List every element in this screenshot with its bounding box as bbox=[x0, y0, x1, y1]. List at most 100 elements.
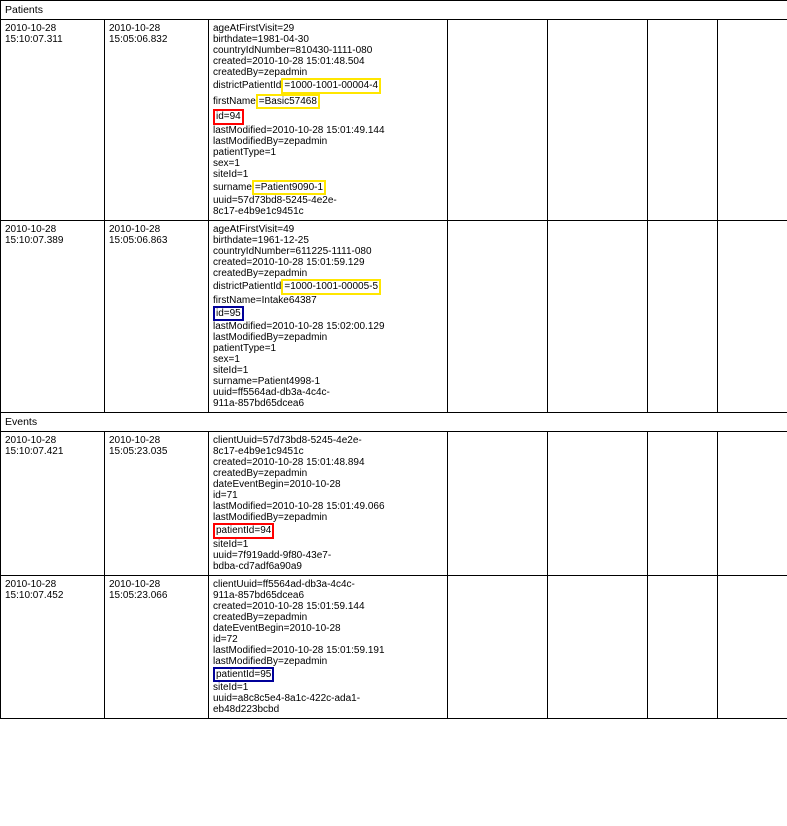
kv-line: lastModifiedBy=zepadmin bbox=[213, 656, 443, 667]
section-title-patients: Patients bbox=[1, 1, 787, 20]
empty-cell bbox=[718, 432, 787, 576]
section-title-events: Events bbox=[1, 413, 787, 432]
highlight-yellow: =Patient9090-1 bbox=[252, 180, 326, 196]
section-row-patients: Patients bbox=[1, 1, 787, 20]
kv-line: clientUuid=57d73bd8-5245-4e2e- bbox=[213, 435, 443, 446]
empty-cell bbox=[548, 575, 648, 719]
kv-line: bdba-cd7adf6a90a9 bbox=[213, 561, 443, 572]
kv-line: firstName=Intake64387 bbox=[213, 295, 443, 306]
empty-cell bbox=[718, 221, 787, 413]
empty-cell bbox=[548, 20, 648, 221]
kv-line: id=71 bbox=[213, 490, 443, 501]
kv-line: countryIdNumber=611225-1111-080 bbox=[213, 246, 443, 257]
kv-line: created=2010-10-28 15:01:59.129 bbox=[213, 257, 443, 268]
highlight-blue: patientId=95 bbox=[213, 667, 274, 683]
highlight-red: id=94 bbox=[213, 109, 244, 125]
kv-line: created=2010-10-28 15:01:48.894 bbox=[213, 457, 443, 468]
kv-line: lastModified=2010-10-28 15:02:00.129 bbox=[213, 321, 443, 332]
empty-cell bbox=[648, 221, 718, 413]
kv-line: lastModified=2010-10-28 15:01:49.066 bbox=[213, 501, 443, 512]
kv-line: lastModified=2010-10-28 15:01:59.191 bbox=[213, 645, 443, 656]
log-table: Patients 2010-10-28 15:10:07.311 2010-10… bbox=[0, 0, 787, 719]
detail-cell: ageAtFirstVisit=29 birthdate=1981-04-30 … bbox=[209, 20, 448, 221]
empty-cell bbox=[548, 221, 648, 413]
kv-line: districtPatientId=1000-1001-00005-5 bbox=[213, 279, 443, 295]
detail-cell: clientUuid=57d73bd8-5245-4e2e- 8c17-e4b9… bbox=[209, 432, 448, 576]
kv-line: patientId=94 bbox=[213, 523, 443, 539]
highlight-blue: id=95 bbox=[213, 306, 244, 322]
kv-line: patientType=1 bbox=[213, 147, 443, 158]
kv-line: 911a-857bd65dcea6 bbox=[213, 398, 443, 409]
table-row: 2010-10-28 15:10:07.421 2010-10-28 15:05… bbox=[1, 432, 787, 576]
empty-cell bbox=[448, 432, 548, 576]
kv-key: surname bbox=[213, 182, 252, 193]
kv-line: ageAtFirstVisit=29 bbox=[213, 23, 443, 34]
highlight-red: patientId=94 bbox=[213, 523, 274, 539]
kv-line: lastModified=2010-10-28 15:01:49.144 bbox=[213, 125, 443, 136]
kv-line: createdBy=zepadmin bbox=[213, 468, 443, 479]
kv-line: createdBy=zepadmin bbox=[213, 612, 443, 623]
kv-line: created=2010-10-28 15:01:59.144 bbox=[213, 601, 443, 612]
kv-line: districtPatientId=1000-1001-00004-4 bbox=[213, 78, 443, 94]
kv-line: dateEventBegin=2010-10-28 bbox=[213, 479, 443, 490]
kv-key: districtPatientId bbox=[213, 80, 281, 91]
empty-cell bbox=[718, 20, 787, 221]
kv-line: ageAtFirstVisit=49 bbox=[213, 224, 443, 235]
kv-line: id=94 bbox=[213, 109, 443, 125]
kv-line: clientUuid=ff5564ad-db3a-4c4c- bbox=[213, 579, 443, 590]
kv-line: siteId=1 bbox=[213, 539, 443, 550]
kv-line: dateEventBegin=2010-10-28 bbox=[213, 623, 443, 634]
kv-line: id=95 bbox=[213, 306, 443, 322]
kv-line: lastModifiedBy=zepadmin bbox=[213, 332, 443, 343]
detail-cell: ageAtFirstVisit=49 birthdate=1961-12-25 … bbox=[209, 221, 448, 413]
kv-key: firstName bbox=[213, 96, 256, 107]
kv-key: districtPatientId bbox=[213, 281, 281, 292]
kv-line: uuid=57d73bd8-5245-4e2e- bbox=[213, 195, 443, 206]
kv-line: surname=Patient9090-1 bbox=[213, 180, 443, 196]
kv-line: surname=Patient4998-1 bbox=[213, 376, 443, 387]
kv-line: 8c17-e4b9e1c9451c bbox=[213, 206, 443, 217]
empty-cell bbox=[448, 575, 548, 719]
kv-line: createdBy=zepadmin bbox=[213, 67, 443, 78]
kv-line: uuid=a8c8c5e4-8a1c-422c-ada1- bbox=[213, 693, 443, 704]
kv-line: lastModifiedBy=zepadmin bbox=[213, 512, 443, 523]
empty-cell bbox=[448, 221, 548, 413]
empty-cell bbox=[648, 575, 718, 719]
detail-cell: clientUuid=ff5564ad-db3a-4c4c- 911a-857b… bbox=[209, 575, 448, 719]
kv-line: siteId=1 bbox=[213, 682, 443, 693]
highlight-yellow: =1000-1001-00005-5 bbox=[281, 279, 381, 295]
section-row-events: Events bbox=[1, 413, 787, 432]
timestamp-1: 2010-10-28 15:10:07.421 bbox=[1, 432, 105, 576]
kv-line: eb48d223bcbd bbox=[213, 704, 443, 715]
timestamp-2: 2010-10-28 15:05:23.066 bbox=[105, 575, 209, 719]
highlight-yellow: =Basic57468 bbox=[256, 94, 320, 110]
kv-line: countryIdNumber=810430-1111-080 bbox=[213, 45, 443, 56]
table-row: 2010-10-28 15:10:07.311 2010-10-28 15:05… bbox=[1, 20, 787, 221]
kv-line: siteId=1 bbox=[213, 365, 443, 376]
empty-cell bbox=[648, 20, 718, 221]
kv-line: patientId=95 bbox=[213, 667, 443, 683]
kv-line: birthdate=1981-04-30 bbox=[213, 34, 443, 45]
kv-line: lastModifiedBy=zepadmin bbox=[213, 136, 443, 147]
table-row: 2010-10-28 15:10:07.389 2010-10-28 15:05… bbox=[1, 221, 787, 413]
kv-line: siteId=1 bbox=[213, 169, 443, 180]
kv-line: firstName=Basic57468 bbox=[213, 94, 443, 110]
timestamp-1: 2010-10-28 15:10:07.452 bbox=[1, 575, 105, 719]
empty-cell bbox=[718, 575, 787, 719]
timestamp-2: 2010-10-28 15:05:06.832 bbox=[105, 20, 209, 221]
kv-line: created=2010-10-28 15:01:48.504 bbox=[213, 56, 443, 67]
kv-line: patientType=1 bbox=[213, 343, 443, 354]
kv-line: birthdate=1961-12-25 bbox=[213, 235, 443, 246]
kv-line: uuid=7f919add-9f80-43e7- bbox=[213, 550, 443, 561]
kv-line: createdBy=zepadmin bbox=[213, 268, 443, 279]
kv-line: 8c17-e4b9e1c9451c bbox=[213, 446, 443, 457]
kv-line: uuid=ff5564ad-db3a-4c4c- bbox=[213, 387, 443, 398]
kv-line: 911a-857bd65dcea6 bbox=[213, 590, 443, 601]
kv-line: sex=1 bbox=[213, 354, 443, 365]
table-row: 2010-10-28 15:10:07.452 2010-10-28 15:05… bbox=[1, 575, 787, 719]
kv-line: id=72 bbox=[213, 634, 443, 645]
empty-cell bbox=[648, 432, 718, 576]
empty-cell bbox=[548, 432, 648, 576]
kv-line: sex=1 bbox=[213, 158, 443, 169]
empty-cell bbox=[448, 20, 548, 221]
